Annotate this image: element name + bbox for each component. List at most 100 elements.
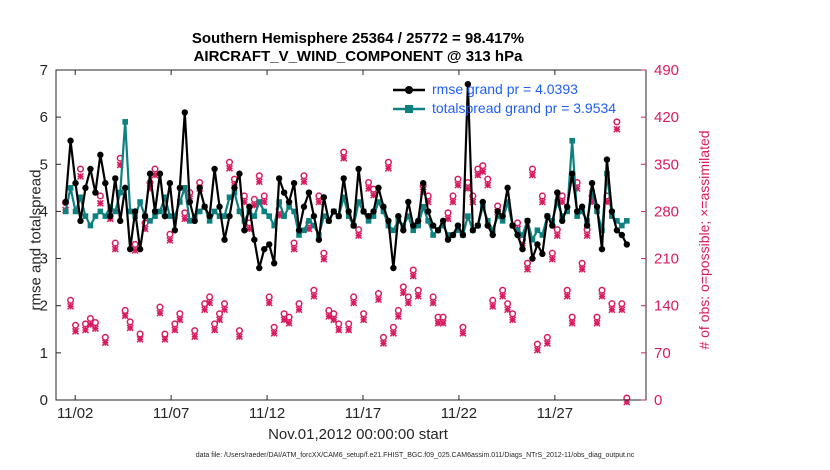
- obs-assimilated-marker: [479, 168, 487, 176]
- obs-possible-marker: [126, 318, 134, 326]
- obs-assimilated-marker: [255, 178, 263, 186]
- obs-assimilated-marker: [330, 316, 338, 324]
- obs-possible-marker: [265, 293, 273, 301]
- rmse-point: [578, 203, 586, 210]
- obs-assimilated-marker: [523, 265, 532, 273]
- rmse-point: [419, 179, 427, 187]
- totalspread-point: [614, 218, 620, 224]
- totalspread-point: [256, 199, 263, 205]
- totalspread-point: [216, 213, 223, 219]
- rmse-point: [479, 198, 486, 206]
- rmse-point: [176, 184, 184, 192]
- obs-assimilated-marker: [320, 255, 328, 263]
- x-tick-label: 11/02: [57, 405, 93, 422]
- obs-possible-marker: [499, 286, 507, 294]
- obs-assimilated-marker: [533, 346, 541, 354]
- rmse-point: [519, 245, 526, 253]
- totalspread-point: [181, 185, 188, 191]
- rmse-point: [603, 156, 611, 163]
- obs-assimilated-marker: [295, 306, 303, 314]
- rmse-point: [256, 264, 263, 272]
- obs-assimilated-marker: [489, 302, 497, 310]
- obs-possible-marker: [399, 283, 407, 291]
- obs-assimilated-marker: [156, 309, 164, 317]
- x-tick-label: 11/17: [345, 405, 381, 422]
- obs-assimilated-marker: [325, 312, 333, 320]
- rmse-point: [489, 231, 496, 239]
- obs-possible-marker: [161, 330, 169, 338]
- obs-possible-marker: [578, 259, 586, 267]
- obs-assimilated-marker: [216, 316, 224, 324]
- obs-possible-marker: [196, 178, 204, 187]
- rmse-point: [380, 203, 387, 210]
- obs-assimilated-marker: [499, 292, 507, 300]
- obs-possible-marker: [414, 286, 422, 294]
- obs-possible-marker: [176, 310, 184, 318]
- obs-assimilated-marker: [171, 326, 179, 334]
- rmse-point: [261, 245, 268, 253]
- rmse-point: [618, 231, 626, 239]
- totalspread-point: [186, 218, 193, 224]
- y-tick-label: 3: [40, 251, 48, 268]
- totalspread-point: [112, 208, 119, 215]
- obs-possible-marker: [136, 330, 144, 338]
- obs-possible-marker: [290, 239, 298, 247]
- obs-possible-marker: [320, 249, 328, 257]
- rmse-point: [509, 222, 516, 229]
- obs-possible-marker: [538, 192, 546, 200]
- totalspread-point: [236, 208, 243, 215]
- totalspread-point: [87, 222, 94, 229]
- totalspread-point: [286, 203, 292, 210]
- rmse-point: [370, 208, 377, 215]
- rmse-point: [126, 245, 134, 253]
- obs-possible-marker: [494, 202, 502, 210]
- rmse-point: [484, 222, 491, 229]
- rmse-point: [474, 222, 482, 229]
- legend-label-rmse: rmse grand pr = 4.0393: [432, 81, 578, 97]
- obs-assimilated-marker: [136, 335, 144, 343]
- rmse-point: [236, 170, 243, 177]
- totalspread-point: [251, 213, 258, 219]
- obs-possible-marker: [563, 286, 571, 294]
- rmse-point: [593, 203, 601, 210]
- obs-assimilated-marker: [206, 299, 214, 307]
- obs-assimilated-marker: [201, 306, 209, 314]
- obs-assimilated-marker: [459, 329, 467, 337]
- totalspread-point: [504, 199, 511, 205]
- rmse-point: [335, 212, 342, 220]
- totalspread-point: [420, 203, 426, 210]
- totalspread-point: [514, 227, 521, 234]
- obs-possible-marker: [365, 178, 373, 187]
- rmse-point: [588, 179, 596, 187]
- totalspread-point: [609, 213, 615, 219]
- y2-tick-label: 140: [654, 298, 679, 315]
- obs-assimilated-marker: [548, 255, 556, 263]
- obs-assimilated-marker: [270, 329, 278, 337]
- obs-assimilated-marker: [315, 198, 323, 206]
- obs-possible-marker: [504, 300, 512, 308]
- rmse-point: [424, 208, 432, 215]
- obs-assimilated-marker: [553, 232, 561, 240]
- obs-assimilated-marker: [67, 302, 75, 310]
- obs-possible-marker: [250, 195, 258, 203]
- obs-possible-marker: [216, 310, 224, 318]
- rmse-point: [186, 198, 193, 206]
- totalspread-point: [281, 213, 287, 219]
- obs-assimilated-marker: [111, 245, 119, 253]
- obs-possible-marker: [459, 323, 467, 331]
- totalspread-point: [619, 222, 625, 229]
- obs-assimilated-marker: [394, 312, 402, 320]
- rmse-point: [504, 184, 511, 192]
- y-tick-label: 0: [40, 392, 48, 409]
- rmse-point: [151, 208, 159, 215]
- totalspread-point: [82, 213, 89, 219]
- obs-assimilated-marker: [355, 232, 363, 240]
- obs-possible-marker: [543, 333, 551, 341]
- totalspread-point: [445, 232, 451, 238]
- legend-entry-totalspread: totalspread grand pr = 3.9534: [389, 99, 640, 119]
- totalspread-point: [271, 222, 277, 229]
- obs-assimilated-marker: [166, 236, 174, 244]
- rmse-point: [226, 212, 233, 220]
- obs-possible-marker: [509, 310, 517, 318]
- obs-possible-marker: [613, 118, 621, 126]
